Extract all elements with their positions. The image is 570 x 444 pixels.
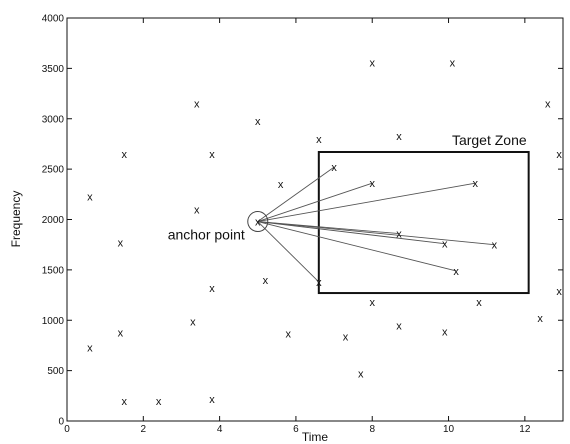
connection-line xyxy=(257,182,476,222)
x-tick-label: 8 xyxy=(369,424,375,435)
data-point: x xyxy=(450,57,456,69)
y-axis-ticks: 0 500 1000 1500 2000 2500 3000 3500 4000 xyxy=(42,14,563,428)
data-point: x xyxy=(121,396,127,408)
connection-line xyxy=(257,182,373,222)
x-tick-label: 4 xyxy=(217,424,223,435)
anchor-point-marker: x xyxy=(255,217,261,229)
data-point: x xyxy=(156,396,162,408)
data-point: x xyxy=(369,57,375,69)
connection-line xyxy=(257,221,445,245)
connection-line xyxy=(257,221,495,246)
data-point: x xyxy=(118,238,124,250)
x-tick-label: 12 xyxy=(519,424,531,435)
data-point: x xyxy=(209,283,215,295)
data-point: x xyxy=(194,204,200,216)
anchor-circle xyxy=(247,211,269,233)
data-point: x xyxy=(316,277,322,289)
anchor-point-group: x anchor point xyxy=(168,211,269,243)
data-point: x xyxy=(286,328,292,340)
anchor-connection-lines xyxy=(257,166,495,283)
x-axis-title: Time xyxy=(302,430,329,444)
y-tick-label: 1500 xyxy=(42,265,65,276)
data-point: x xyxy=(476,297,482,309)
data-point: x xyxy=(492,240,498,252)
data-point: x xyxy=(121,149,127,161)
data-point: x xyxy=(396,131,402,143)
anchor-point-label: anchor point xyxy=(168,227,245,243)
y-tick-label: 3500 xyxy=(42,64,65,75)
data-point: x xyxy=(472,178,478,190)
data-point: x xyxy=(194,99,200,111)
y-tick-label: 2000 xyxy=(42,215,65,226)
data-point: x xyxy=(396,320,402,332)
target-zone-label: Target Zone xyxy=(452,132,527,148)
target-zone-rect xyxy=(317,150,530,295)
x-axis-ticks: 0 2 4 6 8 10 12 xyxy=(64,18,531,435)
data-point: x xyxy=(209,394,215,406)
data-point: x xyxy=(556,149,562,161)
data-point: x xyxy=(537,313,543,325)
data-point: x xyxy=(343,331,349,343)
connection-line xyxy=(257,166,335,222)
x-tick-label: 2 xyxy=(141,424,147,435)
connection-line xyxy=(257,221,457,272)
data-point: x xyxy=(358,369,364,381)
data-point: x xyxy=(369,178,375,190)
y-tick-label: 0 xyxy=(58,417,64,428)
data-point: x xyxy=(442,239,448,251)
data-point: x xyxy=(556,286,562,298)
data-point: x xyxy=(255,116,261,128)
data-point: x xyxy=(87,191,93,203)
data-point: x xyxy=(442,326,448,338)
x-tick-label: 6 xyxy=(293,424,299,435)
data-point: x xyxy=(87,342,93,354)
y-tick-label: 3000 xyxy=(42,114,65,125)
data-point: x xyxy=(190,316,196,328)
x-tick-label: 0 xyxy=(64,424,70,435)
data-point: x xyxy=(545,99,551,111)
data-point: x xyxy=(118,327,124,339)
data-points: x x x x x x x x x x x x x x x x x x x x x x x x x x x x x x x x x x x x x x x xyxy=(87,57,562,408)
data-point: x xyxy=(209,149,215,161)
y-axis-title: Frequency xyxy=(9,191,23,248)
data-point: x xyxy=(453,266,459,278)
data-point: x xyxy=(369,297,375,309)
plot-frame xyxy=(66,17,564,422)
y-tick-label: 2500 xyxy=(42,165,65,176)
y-tick-label: 1000 xyxy=(42,316,65,327)
data-point: x xyxy=(316,134,322,146)
y-tick-label: 4000 xyxy=(42,14,65,25)
x-tick-label: 10 xyxy=(443,424,455,435)
data-point: x xyxy=(263,275,269,287)
target-zone: Target Zone xyxy=(317,132,530,295)
data-point: x xyxy=(396,229,402,241)
data-point: x xyxy=(278,179,284,191)
connection-line xyxy=(257,221,320,283)
y-tick-label: 500 xyxy=(47,366,64,377)
data-point: x xyxy=(331,162,337,174)
